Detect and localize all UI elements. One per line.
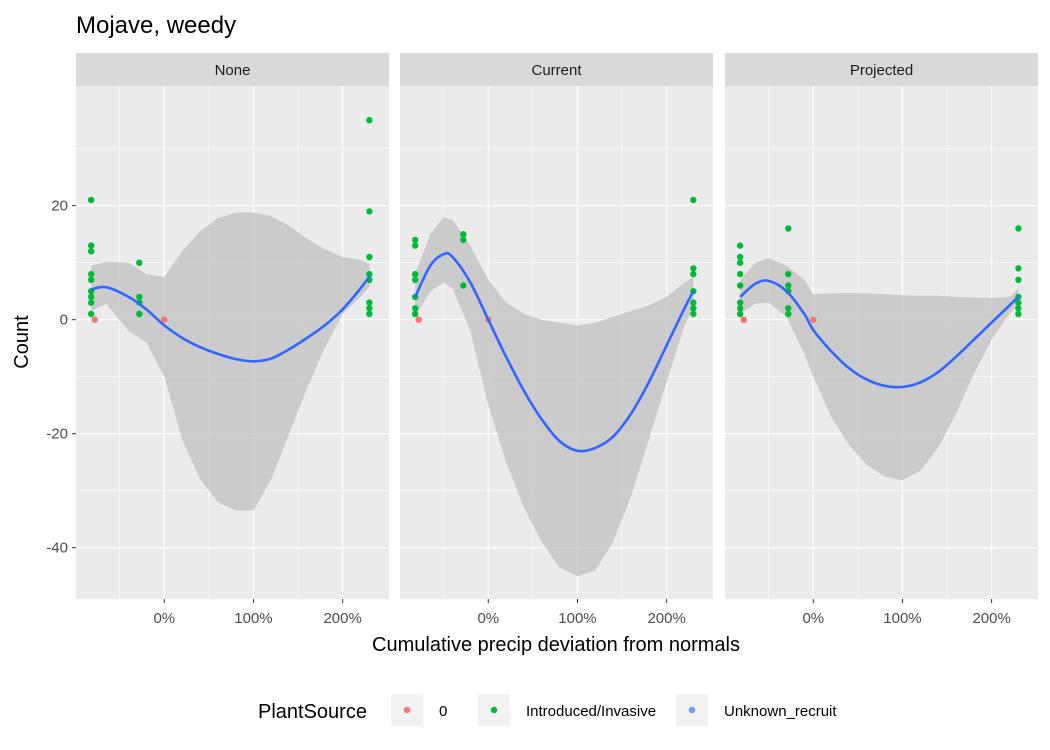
legend-label: 0	[439, 703, 447, 720]
data-point	[1015, 265, 1022, 272]
facet-strip-label: None	[215, 62, 251, 79]
x-tick-label: 200%	[972, 610, 1010, 627]
data-point	[411, 305, 419, 312]
data-point	[87, 242, 95, 249]
data-point	[736, 305, 744, 312]
data-point	[1015, 299, 1022, 306]
data-point	[87, 293, 95, 301]
x-tick-label: 0%	[153, 610, 175, 627]
data-point	[411, 276, 419, 283]
data-point	[87, 270, 95, 278]
data-point	[87, 248, 95, 255]
data-point	[785, 310, 792, 318]
legend-title: PlantSource	[258, 701, 367, 723]
y-tick-label: 20	[51, 198, 68, 215]
data-point	[690, 265, 697, 272]
smooth-line	[739, 279, 1020, 389]
data-point	[136, 293, 143, 301]
legend-key-point	[490, 706, 498, 714]
data-point	[690, 196, 697, 204]
y-axis: -40 -20 0 20	[46, 198, 76, 557]
data-point	[810, 316, 817, 323]
x-tick-label: 200%	[323, 610, 361, 627]
data-point	[785, 270, 792, 278]
legend-key-point	[688, 706, 696, 714]
data-point	[411, 236, 419, 244]
data-point	[411, 310, 419, 318]
x-tick-label: 100%	[883, 610, 921, 627]
confidence-ribbon	[740, 258, 1019, 481]
data-point	[87, 310, 95, 318]
data-point	[411, 242, 419, 249]
facet-panel-none: None 0% 100% 200%	[76, 53, 389, 627]
legend-label: Unknown_recruit	[724, 703, 837, 720]
legend: PlantSource 0 Introduced/Invasive Unknown_…	[258, 694, 837, 726]
facet-panel-current: Current 0% 100% 200%	[400, 53, 713, 627]
data-point	[411, 270, 419, 278]
y-tick-label: 0	[60, 312, 68, 329]
data-point	[366, 299, 373, 306]
data-point	[366, 117, 373, 124]
legend-key-point	[403, 706, 411, 714]
facet-strip	[400, 53, 713, 86]
data-point	[87, 196, 95, 204]
data-point	[460, 231, 467, 238]
plot-title: Mojave, weedy	[76, 12, 236, 39]
facet-strip	[725, 53, 1038, 86]
data-point	[690, 310, 697, 318]
data-point	[736, 253, 744, 261]
confidence-ribbon	[91, 212, 370, 511]
y-tick-label: -20	[46, 426, 68, 443]
data-point	[785, 225, 792, 232]
data-point	[87, 299, 95, 306]
x-tick-label: 0%	[802, 610, 824, 627]
facet-strip-label: Current	[531, 62, 582, 79]
x-tick-label: 100%	[234, 610, 272, 627]
y-axis-title: Count	[11, 315, 33, 369]
data-point	[460, 282, 467, 289]
data-point	[1015, 276, 1022, 283]
data-point	[736, 299, 744, 306]
data-point	[366, 305, 373, 312]
x-tick-label: 0%	[477, 610, 499, 627]
y-tick-label: -40	[46, 540, 68, 557]
smooth-line	[414, 251, 695, 453]
data-point	[136, 259, 143, 266]
confidence-ribbon	[415, 217, 694, 577]
facet-strip-label: Projected	[850, 62, 913, 79]
data-point	[785, 282, 792, 289]
facet-strip	[76, 53, 389, 86]
data-point	[87, 276, 95, 283]
data-point	[736, 242, 744, 249]
x-tick-label: 200%	[647, 610, 685, 627]
data-point	[690, 305, 697, 312]
data-point	[736, 310, 744, 318]
data-point	[366, 270, 373, 278]
data-point	[1015, 305, 1022, 312]
data-point	[736, 270, 744, 278]
x-axis-title: Cumulative precip deviation from normals	[372, 634, 740, 656]
data-point	[366, 208, 373, 215]
x-tick-label: 100%	[558, 610, 596, 627]
data-point	[1015, 310, 1022, 318]
data-point	[785, 305, 792, 312]
data-point	[91, 316, 98, 323]
data-point	[366, 253, 373, 261]
legend-label: Introduced/Invasive	[526, 703, 656, 720]
data-point	[161, 316, 168, 323]
data-point	[690, 270, 697, 278]
data-point	[736, 282, 744, 289]
data-point	[736, 259, 744, 266]
data-point	[460, 236, 467, 244]
data-point	[136, 310, 143, 318]
data-point	[415, 316, 422, 323]
data-point	[366, 310, 373, 318]
facet-panel-projected: Projected 0% 100% 200%	[725, 53, 1038, 627]
data-point	[740, 316, 747, 323]
data-point	[690, 299, 697, 306]
data-point	[1015, 225, 1022, 232]
smooth-line	[90, 275, 371, 363]
